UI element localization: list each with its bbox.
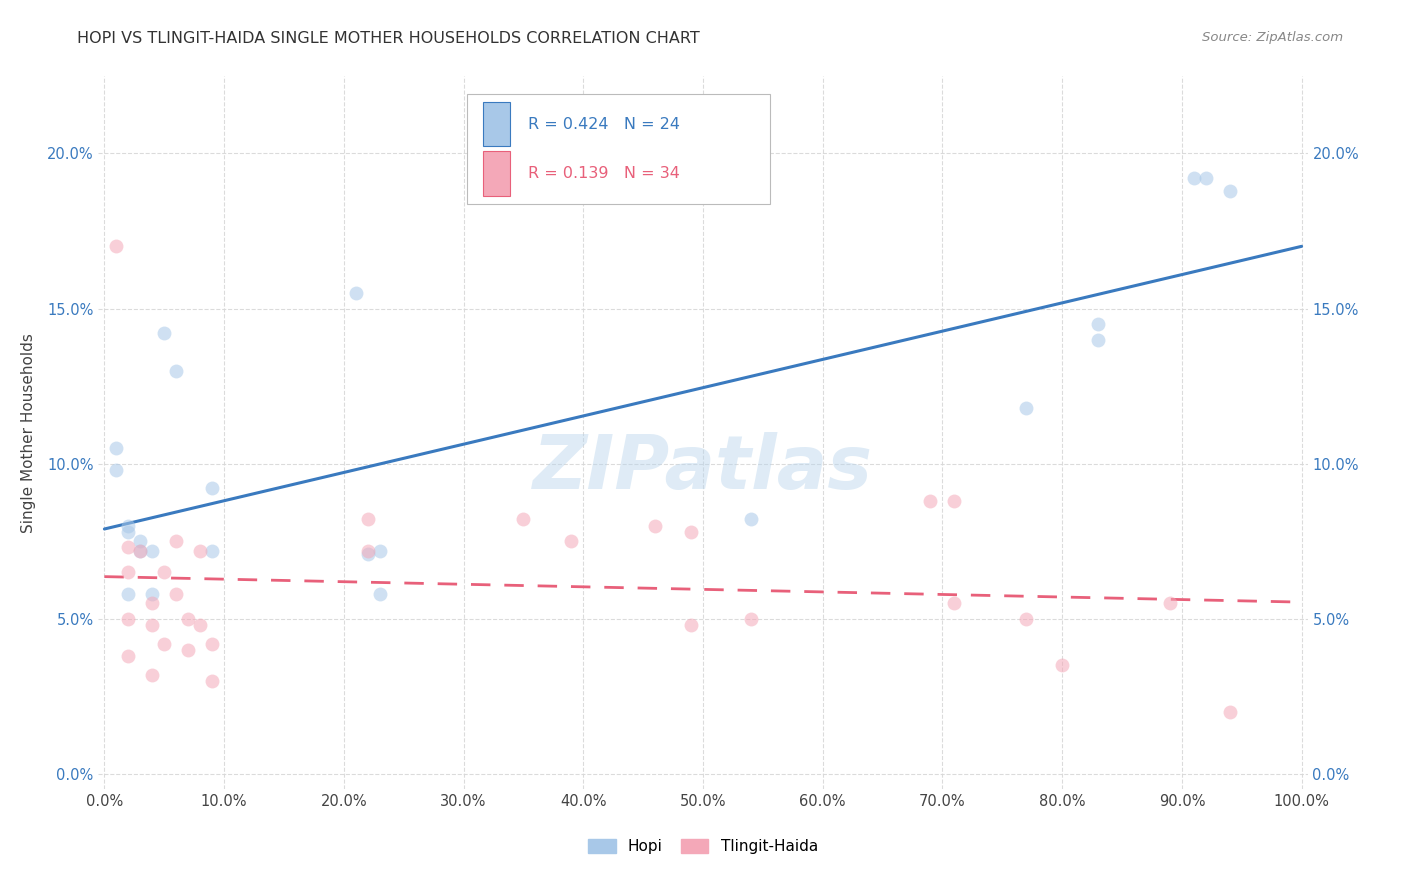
Point: [177, 612, 200, 626]
Point: [129, 543, 152, 558]
Point: [512, 512, 534, 526]
Point: [740, 612, 762, 626]
Point: [117, 612, 139, 626]
Legend: Hopi, Tlingit-Haida: Hopi, Tlingit-Haida: [582, 833, 824, 860]
Point: [165, 363, 187, 377]
Point: [679, 618, 702, 632]
Point: [105, 441, 128, 455]
Point: [201, 637, 224, 651]
FancyBboxPatch shape: [467, 94, 769, 204]
Point: [357, 512, 380, 526]
Point: [1219, 705, 1241, 719]
Point: [188, 618, 211, 632]
Point: [153, 326, 176, 341]
Point: [117, 587, 139, 601]
Text: ZIPatlas: ZIPatlas: [533, 432, 873, 505]
Point: [153, 566, 176, 580]
Point: [117, 648, 139, 663]
Point: [357, 547, 380, 561]
Point: [1015, 612, 1038, 626]
Point: [644, 518, 666, 533]
Point: [177, 642, 200, 657]
Point: [153, 637, 176, 651]
Point: [740, 512, 762, 526]
Point: [117, 524, 139, 539]
Point: [1087, 333, 1109, 347]
Point: [188, 543, 211, 558]
Point: [105, 239, 128, 253]
Point: [920, 494, 942, 508]
Point: [943, 596, 966, 610]
Text: Source: ZipAtlas.com: Source: ZipAtlas.com: [1202, 31, 1343, 45]
Point: [1015, 401, 1038, 415]
Point: [201, 482, 224, 496]
Text: R = 0.424   N = 24: R = 0.424 N = 24: [527, 117, 679, 132]
Point: [201, 543, 224, 558]
Text: HOPI VS TLINGIT-HAIDA SINGLE MOTHER HOUSEHOLDS CORRELATION CHART: HOPI VS TLINGIT-HAIDA SINGLE MOTHER HOUS…: [77, 31, 700, 46]
Text: R = 0.139   N = 34: R = 0.139 N = 34: [527, 166, 679, 181]
Point: [679, 524, 702, 539]
Point: [141, 596, 163, 610]
Point: [1195, 171, 1218, 186]
Point: [1159, 596, 1181, 610]
Point: [129, 534, 152, 549]
FancyBboxPatch shape: [482, 103, 509, 146]
Point: [105, 463, 128, 477]
Point: [165, 587, 187, 601]
Point: [141, 587, 163, 601]
Point: [117, 541, 139, 555]
Point: [1182, 171, 1205, 186]
Point: [943, 494, 966, 508]
Point: [344, 285, 367, 300]
Point: [368, 587, 391, 601]
Y-axis label: Single Mother Households: Single Mother Households: [21, 333, 35, 533]
Point: [141, 667, 163, 681]
FancyBboxPatch shape: [482, 152, 509, 195]
Point: [165, 534, 187, 549]
Point: [141, 543, 163, 558]
Point: [201, 673, 224, 688]
Point: [1050, 658, 1073, 673]
Point: [357, 543, 380, 558]
Point: [129, 543, 152, 558]
Point: [117, 518, 139, 533]
Point: [1087, 317, 1109, 331]
Point: [560, 534, 582, 549]
Point: [117, 566, 139, 580]
Point: [1219, 184, 1241, 198]
Point: [368, 543, 391, 558]
Point: [141, 618, 163, 632]
